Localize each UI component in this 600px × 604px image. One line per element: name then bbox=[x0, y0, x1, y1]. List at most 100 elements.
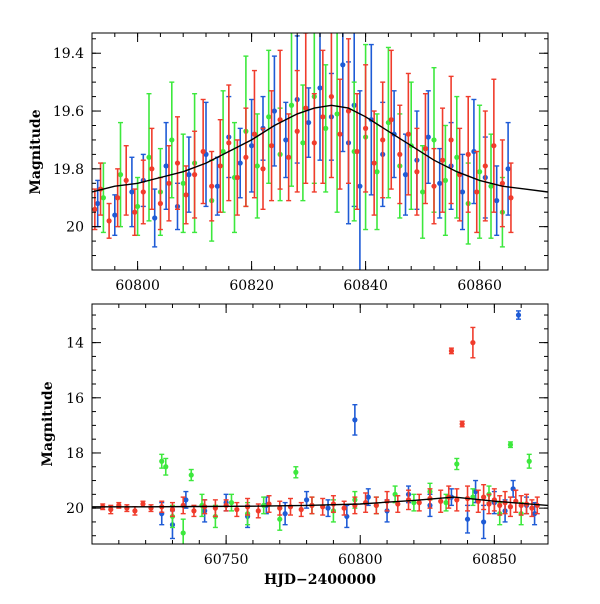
data-point bbox=[298, 506, 304, 513]
data-point bbox=[271, 108, 277, 114]
data-point bbox=[505, 166, 511, 172]
data-point bbox=[149, 166, 155, 172]
data-point bbox=[100, 195, 106, 201]
data-point bbox=[515, 312, 522, 318]
data-point bbox=[260, 166, 266, 172]
data-point bbox=[174, 160, 181, 166]
data-point bbox=[288, 102, 295, 108]
data-point bbox=[416, 500, 422, 506]
data-point bbox=[357, 183, 363, 189]
data-point bbox=[163, 464, 169, 470]
data-point bbox=[414, 169, 420, 175]
x-tick-label: 60860 bbox=[457, 278, 502, 294]
x-tick-label: 60840 bbox=[343, 278, 388, 294]
data-point bbox=[277, 117, 283, 123]
data-point bbox=[320, 114, 326, 120]
data-point bbox=[166, 180, 172, 186]
data-point bbox=[470, 340, 476, 346]
data-point bbox=[243, 154, 249, 160]
data-point bbox=[488, 183, 494, 189]
data-point bbox=[465, 151, 471, 157]
bottom-axes: 60750 60800 60850 14 16 18 20 bbox=[66, 304, 549, 568]
y-tick-label: 20 bbox=[66, 220, 84, 236]
data-point bbox=[188, 472, 194, 478]
data-point bbox=[234, 506, 240, 513]
data-point bbox=[464, 516, 471, 522]
data-point bbox=[217, 163, 223, 169]
x-tick-label: 60750 bbox=[204, 552, 249, 568]
data-point bbox=[354, 148, 360, 155]
data-point bbox=[254, 163, 260, 169]
data-point bbox=[405, 131, 411, 137]
bottom-x-axis-label: HJD−2400000 bbox=[264, 572, 376, 588]
data-point bbox=[529, 505, 535, 511]
data-point bbox=[180, 180, 186, 186]
top-plot-area bbox=[92, 33, 548, 270]
data-point bbox=[306, 119, 312, 126]
data-point bbox=[508, 195, 514, 201]
data-point bbox=[220, 148, 226, 155]
data-point bbox=[268, 143, 275, 149]
data-point bbox=[140, 189, 146, 195]
data-point bbox=[345, 108, 352, 114]
data-point bbox=[266, 114, 272, 120]
data-point bbox=[237, 160, 243, 166]
data-point bbox=[402, 172, 409, 178]
bottom-plot-frame bbox=[91, 303, 549, 545]
data-point bbox=[431, 137, 437, 143]
y-tick-label: 16 bbox=[66, 391, 84, 407]
top-y-axis-label: Magnitude bbox=[28, 109, 44, 194]
data-point bbox=[499, 180, 505, 186]
y-tick-label: 20 bbox=[66, 501, 84, 517]
data-point bbox=[294, 128, 300, 134]
data-point bbox=[341, 505, 347, 511]
top-axes: 60800 60820 60840 60860 19.4 19.6 19.8 20 bbox=[53, 33, 549, 294]
data-point bbox=[454, 154, 460, 160]
data-point bbox=[395, 501, 401, 507]
data-point bbox=[323, 125, 329, 131]
data-point bbox=[474, 189, 480, 195]
data-point bbox=[226, 140, 232, 146]
data-point bbox=[183, 497, 189, 503]
data-point bbox=[209, 183, 215, 189]
error-bar bbox=[340, 33, 346, 153]
top-series-1 bbox=[100, 33, 505, 248]
data-point bbox=[411, 500, 417, 506]
data-point bbox=[397, 151, 403, 157]
y-tick-label: 19.8 bbox=[53, 162, 84, 178]
data-point bbox=[317, 85, 323, 91]
data-point bbox=[481, 519, 487, 525]
data-point bbox=[311, 140, 317, 146]
data-point bbox=[112, 212, 118, 218]
data-point bbox=[152, 215, 158, 221]
data-point bbox=[132, 209, 138, 215]
data-point bbox=[459, 421, 465, 427]
data-point bbox=[438, 498, 444, 504]
data-point bbox=[328, 93, 334, 100]
x-tick-label: 60850 bbox=[472, 552, 517, 568]
data-point bbox=[251, 131, 258, 137]
data-point bbox=[191, 508, 197, 514]
data-point bbox=[180, 530, 186, 536]
data-point bbox=[437, 180, 443, 186]
data-point bbox=[448, 137, 454, 143]
data-point bbox=[531, 511, 538, 517]
data-point bbox=[482, 163, 488, 169]
bottom-panel: 60750 60800 60850 14 16 18 20 Magnitude HJD−24… bbox=[40, 303, 549, 588]
data-point bbox=[123, 177, 129, 184]
data-point bbox=[135, 203, 141, 210]
data-point bbox=[388, 117, 394, 123]
data-point bbox=[352, 417, 358, 423]
data-point bbox=[443, 500, 449, 506]
data-point bbox=[293, 469, 299, 475]
data-point bbox=[491, 143, 497, 149]
data-point bbox=[374, 169, 380, 175]
data-point bbox=[448, 348, 455, 354]
data-point bbox=[282, 511, 288, 517]
data-point bbox=[422, 146, 429, 152]
data-point bbox=[157, 200, 163, 207]
data-point bbox=[249, 143, 255, 149]
data-point bbox=[371, 160, 377, 166]
data-point bbox=[380, 137, 386, 143]
data-point bbox=[481, 494, 487, 500]
